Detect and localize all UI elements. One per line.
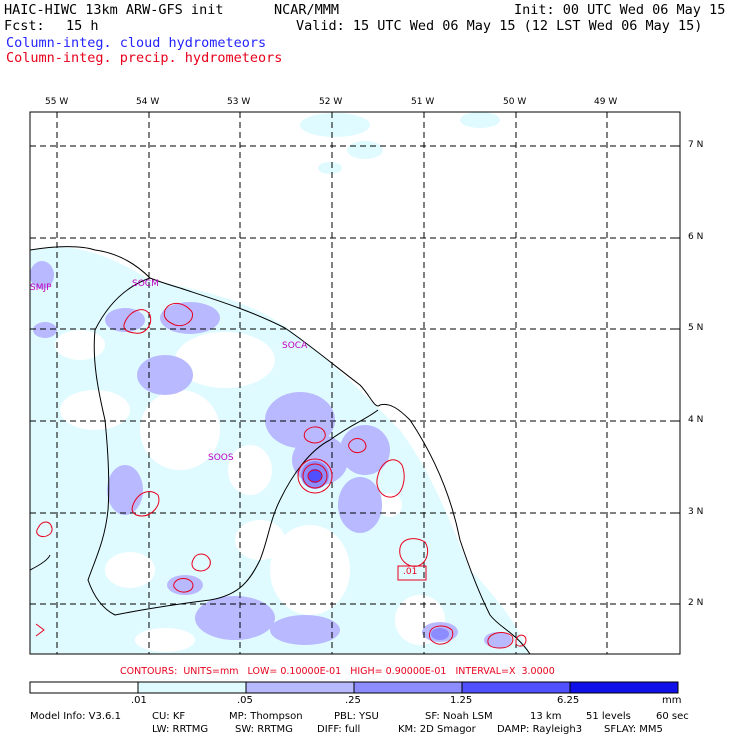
colorbar	[29, 681, 679, 694]
footer-diff: DIFF: full	[317, 724, 361, 735]
cloud-field-level1	[30, 112, 530, 654]
station-label: SOCA	[282, 341, 308, 351]
contour-value-label: .01	[403, 567, 418, 577]
center-label: NCAR/MMM	[274, 2, 340, 18]
lat-label: 5 N	[688, 323, 704, 333]
footer-km: KM: 2D Smagor	[398, 724, 476, 735]
footer-damp: DAMP: Rayleigh3	[497, 724, 583, 735]
footer-cu: CU: KF	[152, 711, 186, 722]
footer-sw: SW: RRTMG	[235, 724, 293, 735]
axis-ticks	[56, 112, 680, 605]
lon-label: 51 W	[411, 97, 435, 107]
lon-label: 55 W	[45, 97, 69, 107]
colorbar-label: .05	[237, 695, 253, 706]
fcst-label: Fcst:	[4, 18, 45, 34]
station-label: SOOS	[208, 453, 234, 463]
lon-label: 50 W	[503, 97, 527, 107]
footer-lw: LW: RRTMG	[152, 724, 209, 735]
lon-label: 52 W	[319, 97, 343, 107]
footer-res: 13 km	[530, 711, 562, 722]
model-title: HAIC-HIWC 13km ARW-GFS init	[4, 2, 224, 18]
colorbar-label: .01	[131, 695, 147, 706]
political-borders	[87, 277, 379, 616]
footer-sf: SF: Noah LSM	[425, 711, 493, 722]
fcst-value: 15 h	[66, 18, 99, 34]
lat-label: 4 N	[688, 415, 704, 425]
colorbar-label: 1.25	[450, 695, 473, 706]
footer-mp: MP: Thompson	[229, 711, 303, 722]
init-time: Init: 00 UTC Wed 06 May 15	[514, 2, 726, 18]
lon-label: 54 W	[136, 97, 160, 107]
colorbar-units: mm	[662, 695, 682, 706]
precip-contours	[35, 303, 527, 649]
field-cloud-title: Column-integ. cloud hydrometeors	[6, 35, 267, 51]
footer-model-info: Model Info: V3.6.1	[30, 711, 121, 722]
colorbar-label: .25	[345, 695, 361, 706]
coastline	[30, 246, 531, 654]
cloud-field-level4	[308, 469, 322, 483]
station-label: SOCM	[132, 279, 159, 289]
footer-levels: 51 levels	[586, 711, 631, 722]
lat-label: 7 N	[688, 140, 704, 150]
clear-areas	[55, 330, 445, 652]
lat-label: 6 N	[688, 232, 704, 242]
lon-label: 49 W	[594, 97, 618, 107]
map-frame	[29, 111, 681, 655]
station-label: SMJP	[30, 283, 52, 293]
lat-label: 2 N	[688, 598, 704, 608]
lon-label: 53 W	[227, 97, 251, 107]
lat-label: 3 N	[688, 507, 704, 517]
lat-lon-grid	[30, 112, 680, 654]
contours-info: CONTOURS: UNITS=mm LOW= 0.10000E-01 HIGH…	[120, 666, 555, 677]
footer-timestep: 60 sec	[656, 711, 689, 722]
field-precip-title: Column-integ. precip. hydrometeors	[6, 50, 283, 66]
footer-pbl: PBL: YSU	[334, 711, 379, 722]
colorbar-label: 6.25	[557, 695, 580, 706]
valid-time: Valid: 15 UTC Wed 06 May 15 (12 LST Wed …	[296, 18, 703, 34]
footer-sflay: SFLAY: MM5	[604, 724, 663, 735]
